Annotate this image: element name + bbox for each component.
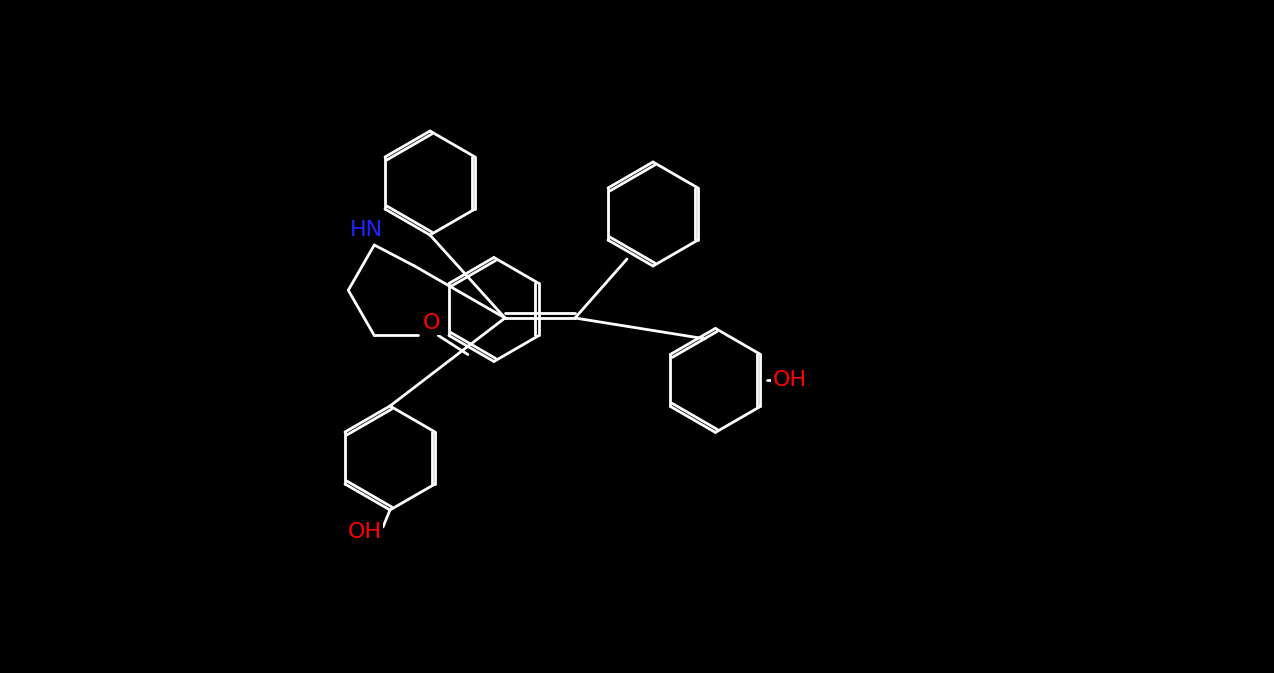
Text: OH: OH (348, 522, 382, 542)
Text: HN: HN (350, 220, 383, 240)
Text: O: O (423, 314, 440, 334)
Text: OH: OH (772, 370, 806, 390)
